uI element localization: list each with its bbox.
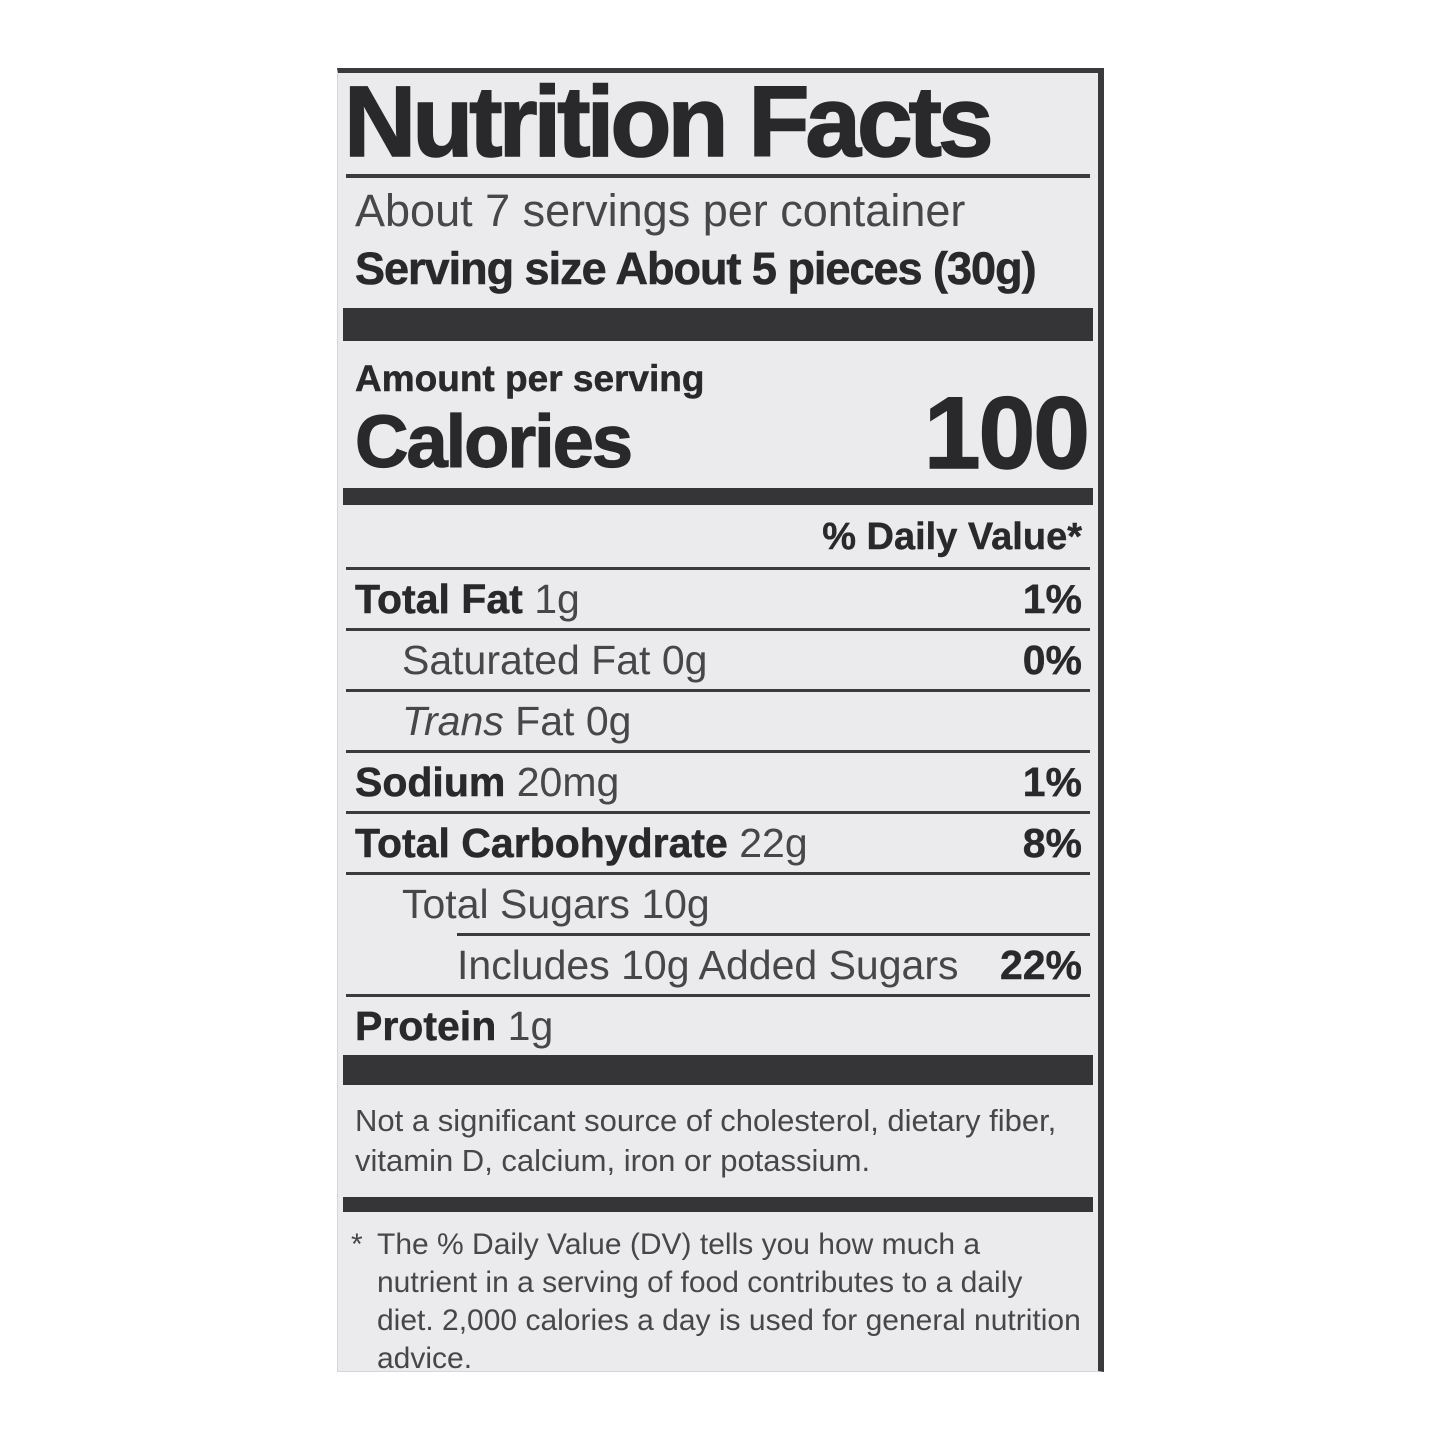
calories-label: Calories (354, 400, 633, 484)
nutrient-name-and-amount: Total Carbohydrate 22g (355, 819, 808, 866)
nutrient-daily-value: 22% (999, 941, 1082, 988)
nutrient-row: Total Sugars 10g (338, 875, 1098, 933)
calories-row: Calories 100 (338, 376, 1098, 491)
nutrient-daily-value: 8% (1022, 819, 1083, 866)
nutrient-amount: 20mg (516, 758, 620, 805)
row-divider (346, 811, 1090, 814)
nutrient-name-and-amount: Includes 10g Added Sugars (457, 941, 959, 988)
nutrient-amount: 10g (641, 880, 710, 927)
daily-value-footnote: * The % Daily Value (DV) tells you how m… (351, 1226, 1082, 1378)
serving-size-value: About 5 pieces (30g) (615, 243, 1037, 294)
nutrient-name-italic: Trans (402, 697, 504, 744)
nutrient-name: Fat (515, 697, 575, 744)
nutrient-name-and-amount: Total Fat 1g (355, 575, 580, 622)
nutrient-name-and-amount: Trans Fat 0g (402, 697, 632, 744)
nutrient-name: Total Fat (355, 575, 523, 622)
nutrient-name: Saturated Fat (402, 636, 651, 683)
nutrient-daily-value: 1% (1022, 575, 1083, 622)
nutrient-name-and-amount: Protein 1g (355, 1002, 554, 1049)
nutrient-name: Sodium (355, 758, 506, 805)
row-divider (346, 689, 1090, 692)
row-divider (346, 872, 1090, 875)
nutrient-name: Includes 10g Added Sugars (457, 941, 959, 988)
row-divider (346, 994, 1090, 997)
nutrient-row: Total Carbohydrate 22g 8% (338, 814, 1098, 872)
thick-separator-bar-top (343, 308, 1093, 341)
nutrient-amount: 0g (661, 636, 708, 683)
medium-separator-bar (343, 488, 1093, 505)
row-divider (346, 567, 1090, 570)
nutrient-daily-value: 1% (1022, 758, 1083, 805)
nutrient-rows: Total Fat 1g 1% Saturated Fat 0g 0% Trans Fa… (338, 567, 1098, 1055)
nutrient-name-and-amount: Total Sugars 10g (402, 880, 710, 927)
footnote-text: The % Daily Value (DV) tells you how muc… (377, 1228, 1081, 1375)
daily-value-header: % Daily Value* (822, 516, 1082, 558)
nutrient-daily-value: 0% (1022, 636, 1083, 683)
servings-per-container: About 7 servings per container (355, 185, 966, 236)
row-divider (457, 933, 1090, 936)
serving-size-label: Serving size (355, 243, 607, 294)
nutrient-row: Includes 10g Added Sugars 22% (338, 936, 1098, 994)
nutrient-row: Sodium 20mg 1% (338, 753, 1098, 811)
nutrient-row: Trans Fat 0g (338, 692, 1098, 750)
nutrient-name-and-amount: Saturated Fat 0g (402, 636, 708, 683)
calories-value: 100 (923, 376, 1091, 491)
amount-per-serving-label: Amount per serving (355, 358, 705, 399)
nutrient-row: Total Fat 1g 1% (338, 570, 1098, 628)
serving-size-line: Serving size About 5 pieces (30g) (338, 243, 1098, 294)
title-divider (346, 174, 1090, 178)
nutrient-row: Saturated Fat 0g 0% (338, 631, 1098, 689)
nutrient-amount: 22g (739, 819, 808, 866)
nutrient-amount: 1g (534, 575, 580, 622)
nutrient-row: Protein 1g (338, 997, 1098, 1055)
nutrient-name: Total Carbohydrate (355, 819, 728, 866)
thick-separator-bar-bottom (343, 1055, 1093, 1085)
not-significant-note: Not a significant source of cholesterol,… (355, 1103, 1057, 1178)
nutrient-amount: 0g (585, 697, 632, 744)
footnote-asterisk: * (351, 1228, 363, 1261)
nutrient-name-and-amount: Sodium 20mg (355, 758, 620, 805)
label-title: Nutrition Facts (343, 66, 994, 178)
nutrient-name: Total Sugars (402, 880, 630, 927)
nutrient-name: Protein (355, 1002, 497, 1049)
medium-separator-bar-footnote (343, 1197, 1093, 1212)
nutrient-amount: 1g (507, 1002, 554, 1049)
row-divider (346, 750, 1090, 753)
row-divider (346, 628, 1090, 631)
nutrition-facts-label: Nutrition Facts About 7 servings per con… (337, 66, 1104, 1375)
